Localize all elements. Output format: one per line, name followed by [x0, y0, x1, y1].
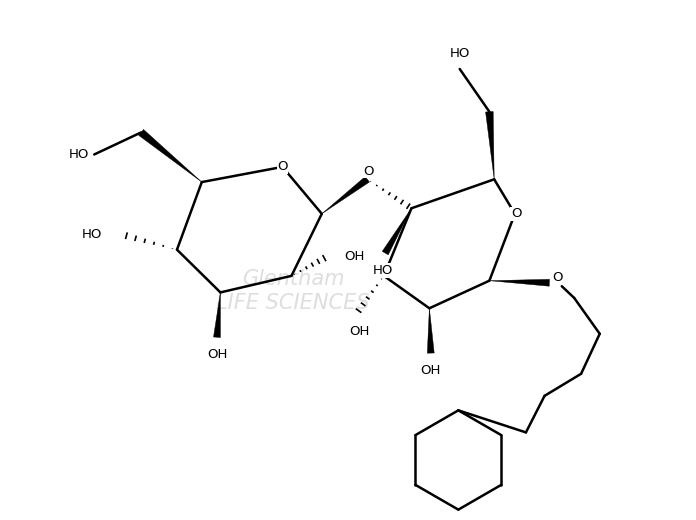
Text: HO: HO	[68, 148, 88, 161]
Polygon shape	[427, 308, 434, 353]
Text: HO: HO	[373, 264, 393, 277]
Polygon shape	[214, 292, 221, 337]
Polygon shape	[486, 111, 494, 179]
Polygon shape	[139, 129, 202, 182]
Text: O: O	[553, 271, 563, 284]
Text: OH: OH	[207, 348, 227, 361]
Polygon shape	[489, 279, 549, 286]
Text: O: O	[511, 207, 521, 220]
Text: O: O	[363, 164, 374, 177]
Text: OH: OH	[420, 364, 441, 377]
Text: Glentham
LIFE SCIENCES: Glentham LIFE SCIENCES	[216, 269, 370, 313]
Text: OH: OH	[345, 250, 365, 263]
Text: HO: HO	[82, 228, 102, 241]
Polygon shape	[382, 209, 411, 255]
Text: OH: OH	[349, 324, 370, 337]
Polygon shape	[322, 177, 370, 214]
Text: HO: HO	[450, 47, 470, 60]
Text: O: O	[277, 160, 287, 173]
